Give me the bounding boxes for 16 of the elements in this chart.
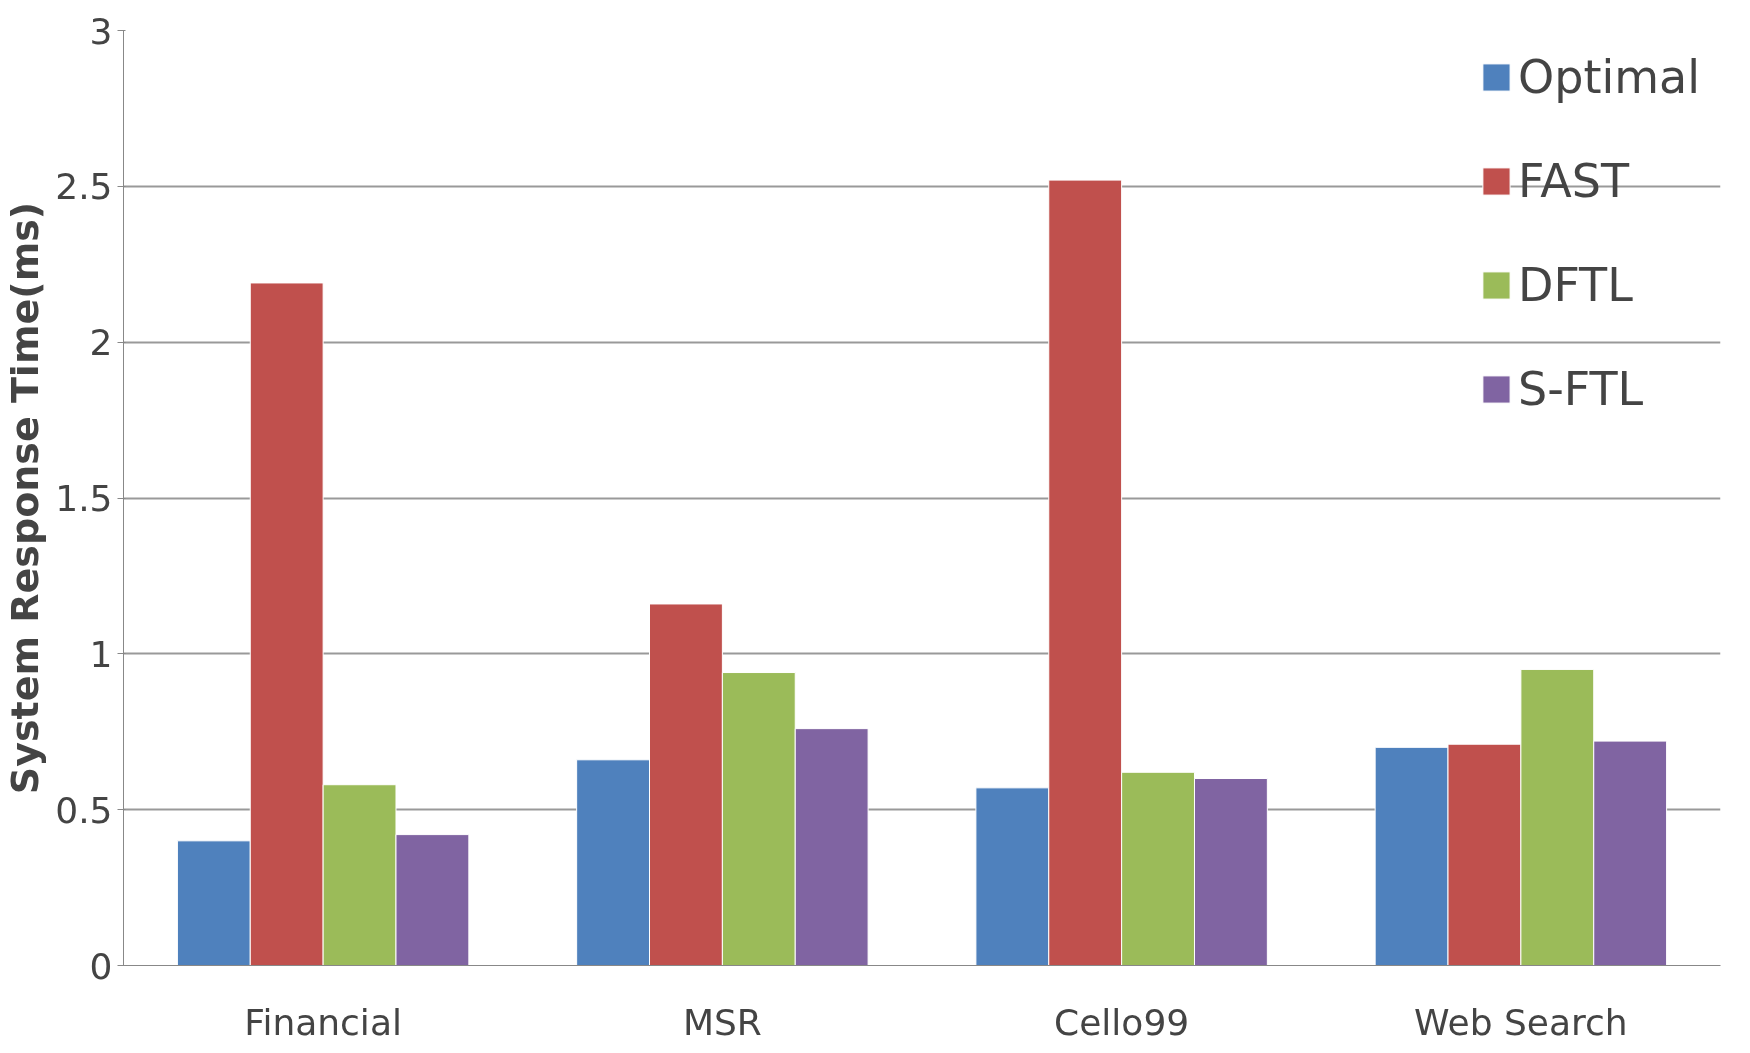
legend-label: DFTL (1517, 258, 1633, 312)
legend-label: Optimal (1517, 50, 1700, 104)
legend-label: FAST (1517, 154, 1629, 208)
y-tick-label: 0 (89, 945, 113, 987)
x-tick-label: Web Search (1414, 1001, 1628, 1043)
y-tick-label: 2 (89, 322, 113, 364)
y-axis-title: System Response Time(ms) (3, 201, 48, 795)
x-tick-label: Cello99 (1054, 1001, 1190, 1043)
x-tick-label: MSR (682, 1001, 762, 1043)
x-tick-label: Financial (244, 1001, 402, 1043)
legend-label: S-FTL (1517, 362, 1644, 416)
y-tick-label: 0.5 (55, 789, 113, 831)
y-tick-label: 2.5 (55, 166, 113, 208)
y-tick-label: 1.5 (55, 478, 113, 519)
y-tick-label: 1 (89, 633, 113, 675)
y-tick-label: 3 (89, 10, 113, 52)
